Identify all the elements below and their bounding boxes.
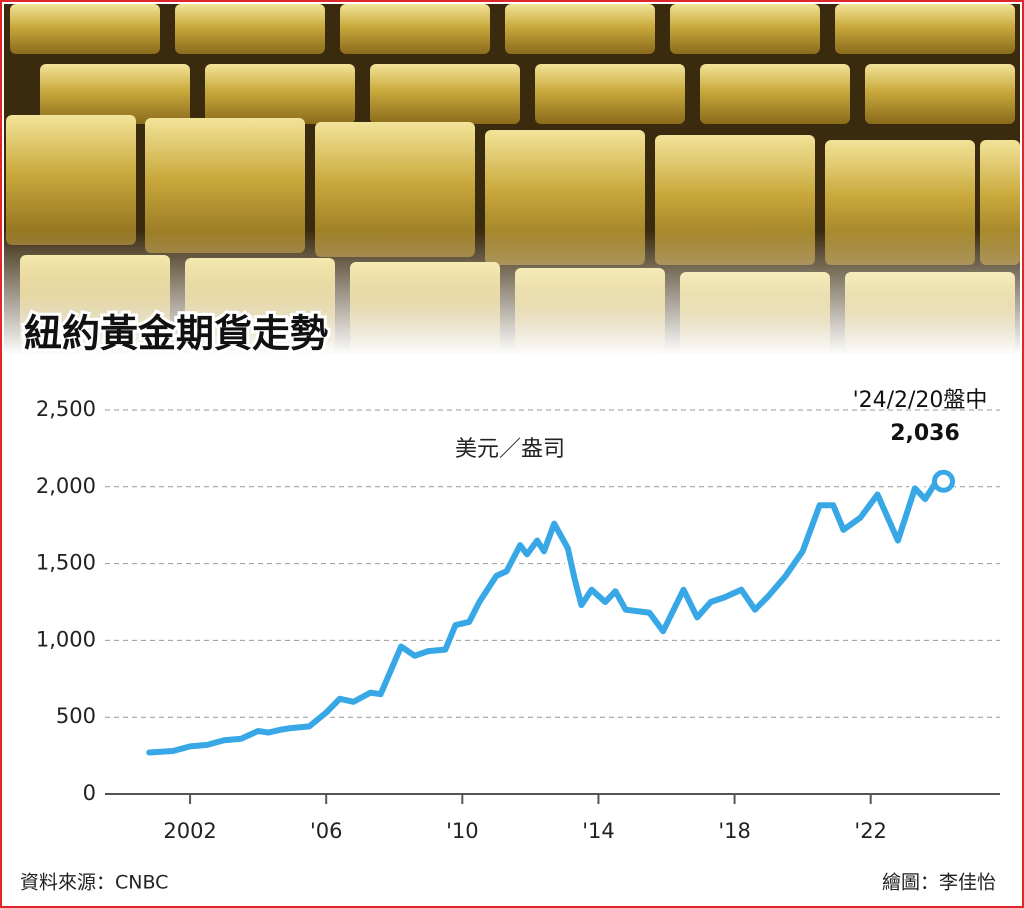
y-tick-label: 0 [83, 781, 96, 805]
x-tick-label: 2002 [163, 819, 216, 843]
chart-title: 紐約黃金期貨走勢 [24, 312, 328, 356]
y-tick-label: 2,500 [36, 397, 96, 421]
y-tick-label: 500 [56, 704, 96, 728]
photo-fade [4, 230, 1020, 355]
unit-label: 美元／盎司 [455, 437, 565, 462]
x-tick-label: '14 [582, 819, 615, 843]
photo [4, 4, 1020, 355]
end-value-label: 2,036 [890, 421, 960, 446]
y-tick-label: 1,500 [36, 551, 96, 575]
credit: 繪圖：李佳怡 [882, 872, 996, 894]
x-tick-label: '06 [310, 819, 343, 843]
x-tick-label: '18 [718, 819, 751, 843]
y-tick-label: 2,000 [36, 474, 96, 498]
y-tick-label: 1,000 [36, 627, 96, 651]
x-tick-label: '22 [854, 819, 887, 843]
end-annotation: '24/2/20盤中 [853, 388, 988, 413]
x-tick-label: '10 [446, 819, 479, 843]
end-marker [932, 469, 956, 493]
source: 資料來源：CNBC [20, 872, 168, 894]
line [146, 474, 947, 756]
